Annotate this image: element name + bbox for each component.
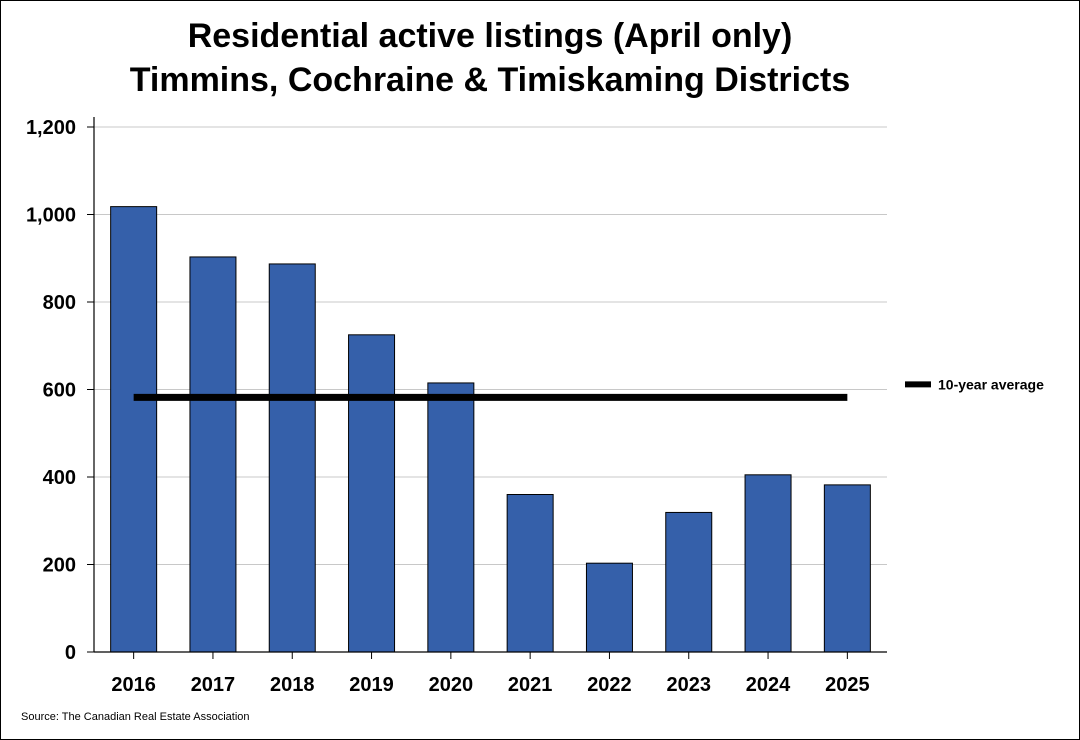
bar-2024 [744,474,792,653]
x-tick-label: 2020 [429,674,474,696]
bar-2021 [506,494,554,653]
x-tick-label: 2018 [270,674,315,696]
bar-2023 [665,511,713,653]
axes: 0 200 400 600 800 1,000 1,200 2016 2017 2018 2019 2… [26,117,887,696]
y-tick-label: 1,000 [26,205,76,227]
y-tick-label: 400 [43,467,76,489]
x-tick-label: 2023 [667,674,712,696]
legend: 10-year average [905,376,1044,392]
legend-label: 10-year average [938,376,1044,392]
chart-title: Residential active listings (April only)… [0,14,980,102]
y-tick-label: 200 [43,555,76,577]
bar-2017 [189,256,237,653]
y-tick-label: 1,200 [26,117,76,139]
chart-title-line-1: Residential active listings (April only) [187,17,793,55]
bar-2018 [268,263,316,653]
y-tick-label: 600 [43,380,76,402]
x-tick-label: 2021 [508,674,553,696]
y-tick-label: 800 [43,292,76,314]
bar-2016 [110,206,158,653]
source-note: Source: The Canadian Real Estate Associa… [21,711,250,723]
bar-2025 [823,484,871,653]
x-tick-label: 2025 [825,674,870,696]
bar-2019 [348,334,396,653]
x-tick-label: 2016 [111,674,156,696]
x-tick-label: 2024 [746,674,791,696]
y-tick-label: 0 [65,642,76,664]
x-tick-label: 2019 [349,674,394,696]
bar-2020 [427,382,475,653]
x-tick-label: 2022 [587,674,632,696]
bars [110,206,871,653]
x-tick-label: 2017 [191,674,236,696]
chart-title-line-2: Timmins, Cochraine & Timiskaming Distric… [129,61,851,99]
bar-2022 [585,562,633,653]
